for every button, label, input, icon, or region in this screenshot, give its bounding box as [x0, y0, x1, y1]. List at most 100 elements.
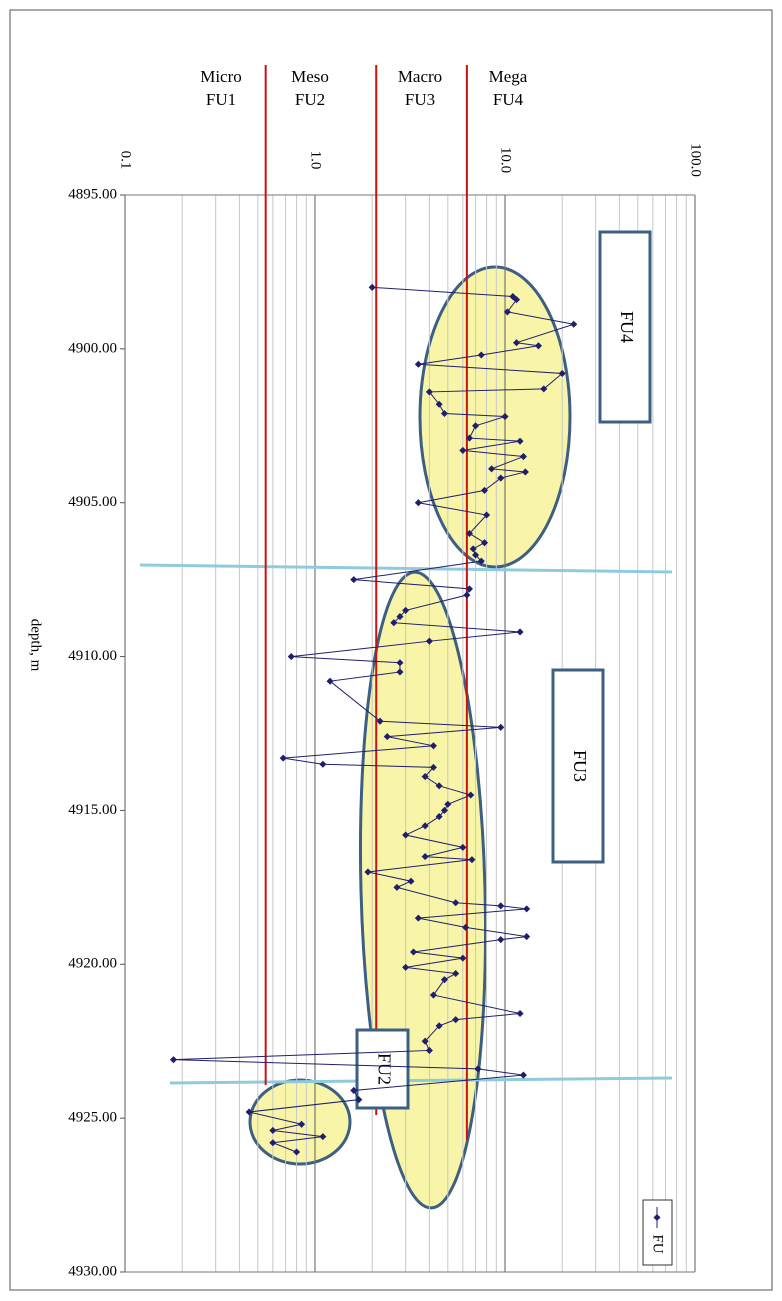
data-point — [287, 653, 295, 661]
y-tick-label: 10.0 — [498, 147, 514, 173]
data-point — [480, 486, 489, 494]
cluster-ellipse — [248, 1078, 352, 1166]
annotation-label: FU4 — [617, 311, 637, 343]
data-point — [429, 991, 437, 999]
zone-label: FU3 — [405, 90, 435, 109]
data-point — [519, 453, 527, 461]
x-tick-label: 4920.00 — [68, 956, 117, 972]
data-point — [279, 754, 287, 762]
data-point — [390, 619, 398, 627]
data-point — [512, 296, 521, 304]
background-layer — [248, 265, 572, 1210]
data-point — [435, 782, 443, 790]
x-tick-label: 4915.00 — [68, 802, 117, 818]
data-point — [477, 351, 485, 359]
data-point — [414, 914, 422, 922]
cluster-ellipse — [418, 265, 572, 569]
data-point — [376, 717, 384, 725]
data-point — [497, 474, 505, 482]
data-point — [465, 529, 473, 538]
data-point — [472, 551, 480, 559]
x-tick-label: 4930.00 — [68, 1263, 117, 1279]
y-tick-label: 1.0 — [308, 151, 324, 170]
data-point — [435, 813, 443, 821]
data-point — [444, 800, 452, 808]
data-point — [452, 969, 460, 978]
zone-name: Mega — [489, 67, 528, 86]
data-point — [425, 388, 433, 396]
data-point — [452, 1016, 460, 1024]
data-point — [521, 468, 529, 476]
annotation-box — [355, 1028, 410, 1110]
annotation-label: FU2 — [374, 1053, 394, 1085]
data-point — [465, 585, 473, 593]
data-point — [402, 831, 410, 839]
axis-label: depth, m — [28, 619, 44, 672]
data-point — [534, 342, 542, 350]
data-point — [435, 1022, 443, 1030]
data-point — [440, 806, 448, 814]
data-point — [407, 877, 415, 885]
data-point — [570, 320, 578, 328]
data-point — [452, 899, 460, 907]
data-point — [421, 822, 429, 830]
x-tick-label: 4910.00 — [68, 648, 117, 664]
annotation-box — [598, 230, 652, 424]
zone-name: Meso — [291, 67, 329, 86]
data-point — [512, 339, 521, 347]
data-point — [402, 963, 410, 971]
data-point — [462, 923, 470, 931]
data-point — [425, 637, 433, 645]
data-point — [483, 511, 491, 519]
annotation-label: FU3 — [570, 750, 590, 782]
data-point — [429, 763, 437, 771]
data-point — [409, 948, 418, 956]
data-point — [459, 843, 467, 851]
data-point — [440, 409, 448, 418]
data-point — [519, 1071, 527, 1079]
data-point — [501, 413, 509, 421]
data-point — [459, 446, 467, 454]
data-point — [463, 591, 471, 599]
data-point — [488, 465, 496, 473]
y-tick-label: 0.1 — [118, 151, 134, 170]
data-point — [503, 308, 511, 316]
data-point — [497, 936, 505, 944]
data-point — [429, 742, 437, 750]
legend-box — [642, 1199, 673, 1266]
data-point — [383, 733, 391, 741]
data-point — [472, 422, 480, 430]
x-tick-label: 4905.00 — [68, 494, 117, 510]
data-point — [523, 905, 531, 913]
data-point — [516, 437, 524, 445]
data-point — [421, 773, 429, 781]
data-point — [440, 976, 448, 984]
data-point — [469, 545, 477, 553]
data-point — [558, 369, 566, 378]
data-point — [468, 856, 476, 864]
x-tick-label: 4895.00 — [68, 186, 117, 202]
data-point — [497, 723, 505, 731]
data-point — [319, 760, 327, 768]
y-tick-label: 100.0 — [688, 143, 704, 177]
data-point — [350, 576, 358, 584]
data-point — [421, 853, 429, 861]
data-point — [435, 400, 443, 408]
data-point — [396, 659, 404, 667]
data-point — [477, 557, 485, 565]
data-point — [326, 677, 334, 685]
zone-name: Micro — [200, 67, 242, 86]
x-tick-label: 4925.00 — [68, 1110, 117, 1126]
data-point — [393, 883, 401, 891]
boundary-line — [139, 563, 673, 574]
data-point — [364, 868, 372, 876]
frame — [9, 9, 773, 1291]
zone-label: FU4 — [493, 90, 524, 109]
data-point — [368, 283, 376, 291]
data-point — [540, 385, 548, 393]
data-point — [402, 606, 410, 614]
zone-label: FU2 — [295, 90, 325, 109]
boundary-line — [169, 1076, 673, 1085]
